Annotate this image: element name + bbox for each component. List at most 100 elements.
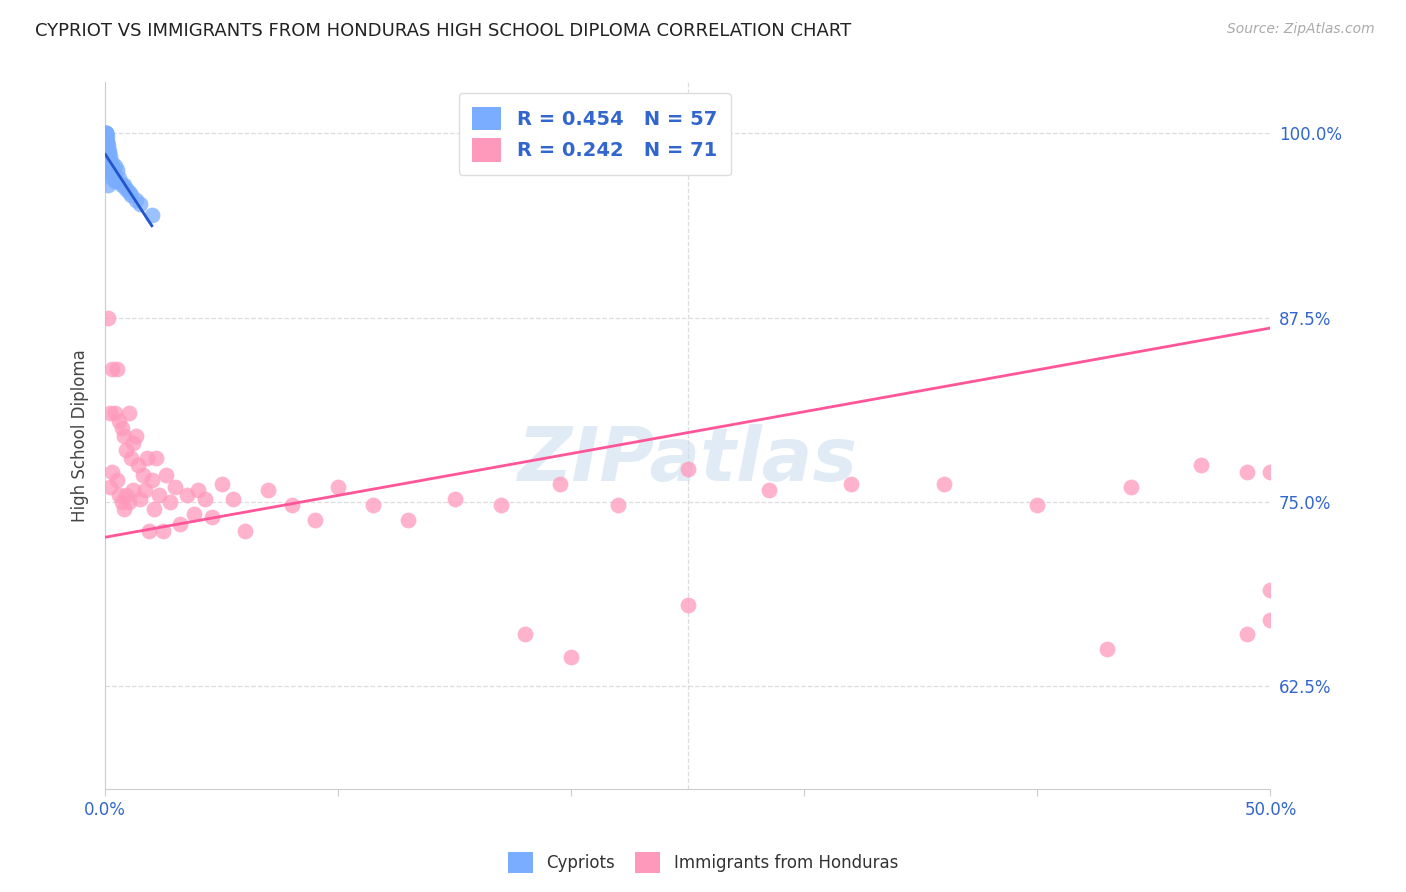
- Point: [101, 466, 124, 480]
- Point: [100, 159, 122, 173]
- Point: [94, 141, 117, 155]
- Point: [97, 144, 120, 158]
- Point: [96, 159, 118, 173]
- Point: [101, 362, 124, 376]
- Point: [96, 152, 118, 166]
- Point: [606, 498, 628, 512]
- Point: [134, 483, 156, 497]
- Point: [117, 407, 139, 421]
- Text: CYPRIOT VS IMMIGRANTS FROM HONDURAS HIGH SCHOOL DIPLOMA CORRELATION CHART: CYPRIOT VS IMMIGRANTS FROM HONDURAS HIGH…: [35, 22, 852, 40]
- Point: [103, 407, 125, 421]
- Point: [443, 491, 465, 506]
- Point: [98, 480, 121, 494]
- Point: [96, 144, 118, 158]
- Point: [98, 163, 121, 178]
- Point: [165, 480, 187, 494]
- Point: [96, 144, 118, 158]
- Point: [110, 421, 132, 435]
- Point: [211, 477, 233, 491]
- Point: [96, 138, 118, 153]
- Point: [112, 178, 135, 192]
- Point: [108, 170, 131, 185]
- Point: [129, 491, 152, 506]
- Point: [548, 477, 571, 491]
- Point: [110, 178, 132, 192]
- Point: [124, 428, 146, 442]
- Point: [136, 450, 159, 465]
- Text: Source: ZipAtlas.com: Source: ZipAtlas.com: [1227, 22, 1375, 37]
- Point: [96, 310, 118, 325]
- Point: [96, 127, 118, 141]
- Point: [169, 516, 191, 531]
- Point: [103, 163, 125, 178]
- Point: [127, 458, 149, 472]
- Point: [108, 487, 131, 501]
- Point: [187, 483, 209, 497]
- Point: [120, 450, 142, 465]
- Point: [758, 483, 780, 497]
- Point: [1260, 613, 1282, 627]
- Point: [131, 468, 153, 483]
- Legend: R = 0.454   N = 57, R = 0.242   N = 71: R = 0.454 N = 57, R = 0.242 N = 71: [458, 93, 731, 176]
- Point: [94, 163, 117, 178]
- Point: [96, 148, 118, 162]
- Point: [101, 156, 124, 170]
- Point: [201, 509, 224, 524]
- Point: [96, 141, 118, 155]
- Point: [105, 163, 128, 178]
- Point: [155, 468, 177, 483]
- Point: [122, 436, 145, 450]
- Point: [110, 495, 132, 509]
- Point: [257, 483, 280, 497]
- Point: [96, 163, 118, 178]
- Point: [97, 159, 120, 173]
- Point: [513, 627, 536, 641]
- Point: [138, 524, 160, 539]
- Point: [98, 407, 121, 421]
- Point: [96, 129, 118, 144]
- Point: [141, 473, 163, 487]
- Point: [112, 502, 135, 516]
- Point: [145, 450, 167, 465]
- Point: [159, 495, 181, 509]
- Point: [96, 138, 118, 153]
- Point: [105, 362, 128, 376]
- Point: [1097, 642, 1119, 657]
- Point: [1189, 458, 1212, 472]
- Point: [152, 524, 174, 539]
- Point: [97, 163, 120, 178]
- Point: [98, 156, 121, 170]
- Point: [115, 443, 138, 458]
- Point: [96, 156, 118, 170]
- Point: [560, 649, 582, 664]
- Point: [280, 498, 302, 512]
- Point: [676, 598, 699, 612]
- Point: [117, 186, 139, 200]
- Point: [304, 512, 326, 526]
- Point: [94, 156, 117, 170]
- Point: [112, 428, 135, 442]
- Point: [328, 480, 350, 494]
- Point: [222, 491, 245, 506]
- Point: [1026, 498, 1049, 512]
- Point: [96, 159, 118, 173]
- Point: [124, 193, 146, 207]
- Point: [98, 159, 121, 173]
- Point: [94, 141, 117, 155]
- Point: [676, 462, 699, 476]
- Point: [98, 163, 121, 178]
- Point: [94, 127, 117, 141]
- Point: [108, 414, 131, 428]
- Point: [183, 507, 205, 521]
- Point: [115, 487, 138, 501]
- Text: ZIPatlas: ZIPatlas: [517, 424, 858, 497]
- Point: [97, 159, 120, 173]
- Point: [98, 148, 121, 162]
- Point: [1260, 583, 1282, 598]
- Point: [96, 134, 118, 148]
- Point: [97, 144, 120, 158]
- Point: [1119, 480, 1142, 494]
- Point: [1260, 466, 1282, 480]
- Point: [148, 487, 170, 501]
- Point: [1236, 466, 1258, 480]
